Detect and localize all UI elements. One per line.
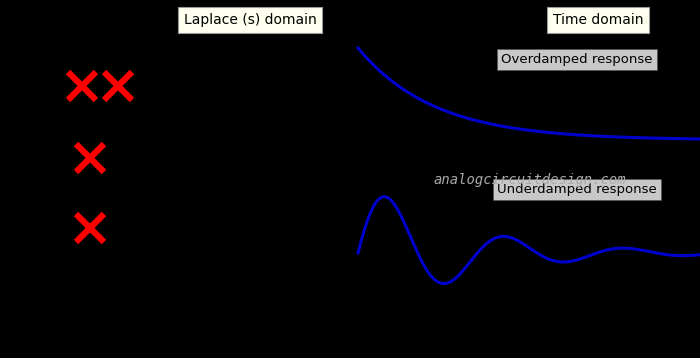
Text: Underdamped response: Underdamped response bbox=[497, 183, 657, 196]
Text: Overdamped response: Overdamped response bbox=[501, 53, 652, 66]
Text: Time domain: Time domain bbox=[553, 13, 643, 27]
Text: analogcircuitdesign.com: analogcircuitdesign.com bbox=[434, 173, 626, 187]
Text: Laplace (s) domain: Laplace (s) domain bbox=[183, 13, 316, 27]
